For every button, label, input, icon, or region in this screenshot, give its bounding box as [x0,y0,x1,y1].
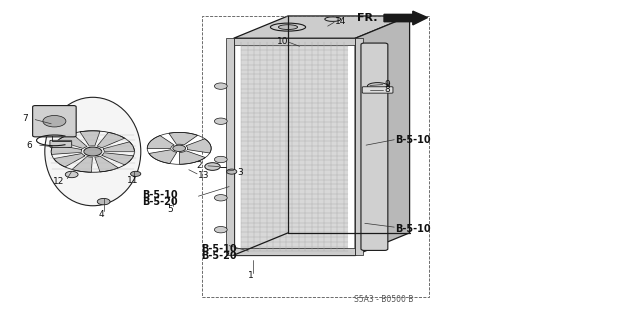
Text: B-5-10: B-5-10 [396,224,431,234]
Bar [226,38,234,255]
Circle shape [97,198,110,205]
Polygon shape [97,132,125,148]
Text: 3: 3 [237,168,243,177]
Circle shape [214,156,227,163]
Bar [202,16,429,297]
Circle shape [362,195,374,201]
Ellipse shape [367,83,388,90]
Text: 11: 11 [127,176,138,185]
Circle shape [43,115,66,127]
Circle shape [205,163,220,170]
Polygon shape [95,156,118,172]
Circle shape [362,156,374,163]
Text: B-5-20: B-5-20 [202,251,237,262]
Polygon shape [149,150,177,164]
Bar [355,38,363,255]
Text: 14: 14 [335,17,347,26]
Text: B-5-10: B-5-10 [142,189,178,200]
Text: 9: 9 [385,80,390,89]
Polygon shape [58,134,87,148]
Circle shape [227,169,237,174]
Text: 7: 7 [22,114,28,123]
Text: B-5-10: B-5-10 [396,135,431,145]
Polygon shape [169,132,198,145]
Text: FR.: FR. [357,13,378,23]
Polygon shape [51,145,82,154]
Polygon shape [54,153,85,167]
Circle shape [362,83,374,89]
Polygon shape [72,157,92,172]
Text: 2: 2 [196,161,202,170]
Text: B-5-20: B-5-20 [142,197,178,207]
Circle shape [131,171,141,176]
Circle shape [214,83,227,89]
Polygon shape [103,142,134,152]
Polygon shape [186,139,211,153]
Polygon shape [234,16,410,38]
FancyBboxPatch shape [50,140,72,147]
Ellipse shape [278,25,298,30]
Ellipse shape [45,97,141,206]
FancyBboxPatch shape [362,87,393,93]
FancyBboxPatch shape [33,106,76,137]
Circle shape [214,226,227,233]
Polygon shape [355,16,410,255]
Text: B-5-10: B-5-10 [202,244,237,255]
Text: 10: 10 [276,37,288,46]
Text: 5: 5 [168,205,173,214]
Bar [234,38,355,45]
Text: S5A3 - B0500 B: S5A3 - B0500 B [355,295,413,304]
Ellipse shape [325,17,341,21]
Text: 4: 4 [99,210,104,219]
Bar [234,248,355,255]
Text: 13: 13 [198,171,210,180]
Circle shape [362,118,374,124]
Ellipse shape [270,23,306,31]
Polygon shape [102,153,134,165]
Circle shape [362,226,374,233]
Circle shape [84,147,102,156]
Text: 12: 12 [52,177,64,186]
Bar [241,42,348,251]
Polygon shape [147,136,174,149]
FancyBboxPatch shape [361,43,388,250]
Polygon shape [384,11,428,25]
Polygon shape [179,151,205,164]
Circle shape [214,118,227,124]
Polygon shape [80,131,100,146]
Circle shape [65,171,78,178]
Circle shape [173,145,186,152]
Circle shape [214,195,227,201]
Text: 6: 6 [26,141,32,150]
Text: 8: 8 [385,85,390,94]
Text: 1: 1 [248,271,253,280]
